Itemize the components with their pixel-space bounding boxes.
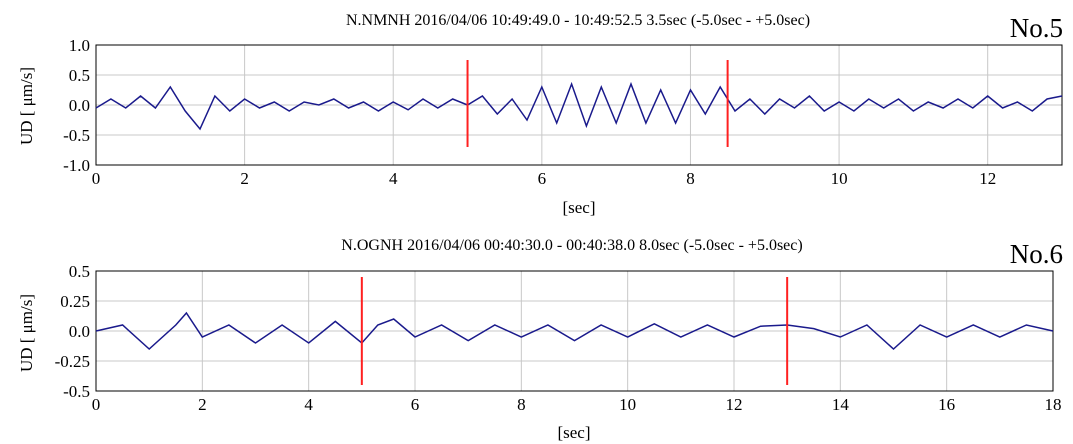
x-tick-label: 16 [938,395,955,414]
x-tick-label: 6 [538,169,547,188]
y-tick-label: -1.0 [63,156,90,175]
panel-title: N.NMNH 2016/04/06 10:49:49.0 - 10:49:52.… [346,12,810,29]
y-tick-label: 0.5 [69,66,90,85]
x-tick-label: 10 [831,169,848,188]
event-markers [360,277,789,385]
x-axis-label: [sec] [557,423,590,442]
x-tick-label: 12 [726,395,743,414]
y-tick-label: 0.0 [69,96,90,115]
grid [95,270,1054,392]
x-tick-label: 12 [979,169,996,188]
panel-no5: N.NMNH 2016/04/06 10:49:49.0 - 10:49:52.… [17,12,1063,217]
y-tick-labels: 1.0 0.5 0.0 -0.5 -1.0 [63,36,90,175]
panel-tag: No.5 [1010,13,1063,43]
x-tick-label: 8 [686,169,695,188]
x-tick-label: 8 [517,395,526,414]
x-tick-labels: 0 2 4 6 8 10 12 14 16 18 [92,395,1062,414]
plot-frame [95,44,1063,166]
y-tick-label: 0.5 [69,262,90,281]
x-axis-label: [sec] [562,198,595,217]
panel-title: N.OGNH 2016/04/06 00:40:30.0 - 00:40:38.… [341,237,802,254]
series-line [95,311,1054,351]
x-tick-labels: 0 2 4 6 8 10 12 [92,169,996,188]
x-tick-label: 4 [304,395,313,414]
x-tick-label: 2 [198,395,207,414]
y-tick-label: 0.0 [69,322,90,341]
series-line [95,81,1063,131]
panel-no6: N.OGNH 2016/04/06 00:40:30.0 - 00:40:38.… [17,237,1063,442]
y-tick-label: 1.0 [69,36,90,55]
waveform-series [95,81,1063,131]
y-tick-label: -0.25 [55,352,90,371]
event-markers [466,60,729,147]
y-tick-label: -0.5 [63,126,90,145]
x-tick-label: 10 [619,395,636,414]
x-tick-label: 4 [389,169,398,188]
y-tick-label: 0.25 [60,292,90,311]
x-tick-label: 6 [411,395,420,414]
x-tick-label: 18 [1045,395,1062,414]
x-tick-label: 0 [92,395,101,414]
x-tick-label: 14 [832,395,850,414]
y-axis-label: UD [ μm/s] [17,294,36,372]
x-tick-label: 0 [92,169,101,188]
y-tick-labels: 0.5 0.25 0.0 -0.25 -0.5 [55,262,90,401]
waveform-series [95,311,1054,351]
y-axis-label: UD [ μm/s] [17,67,36,145]
y-tick-label: -0.5 [63,382,90,401]
x-tick-label: 2 [240,169,249,188]
panel-tag: No.6 [1010,239,1063,269]
